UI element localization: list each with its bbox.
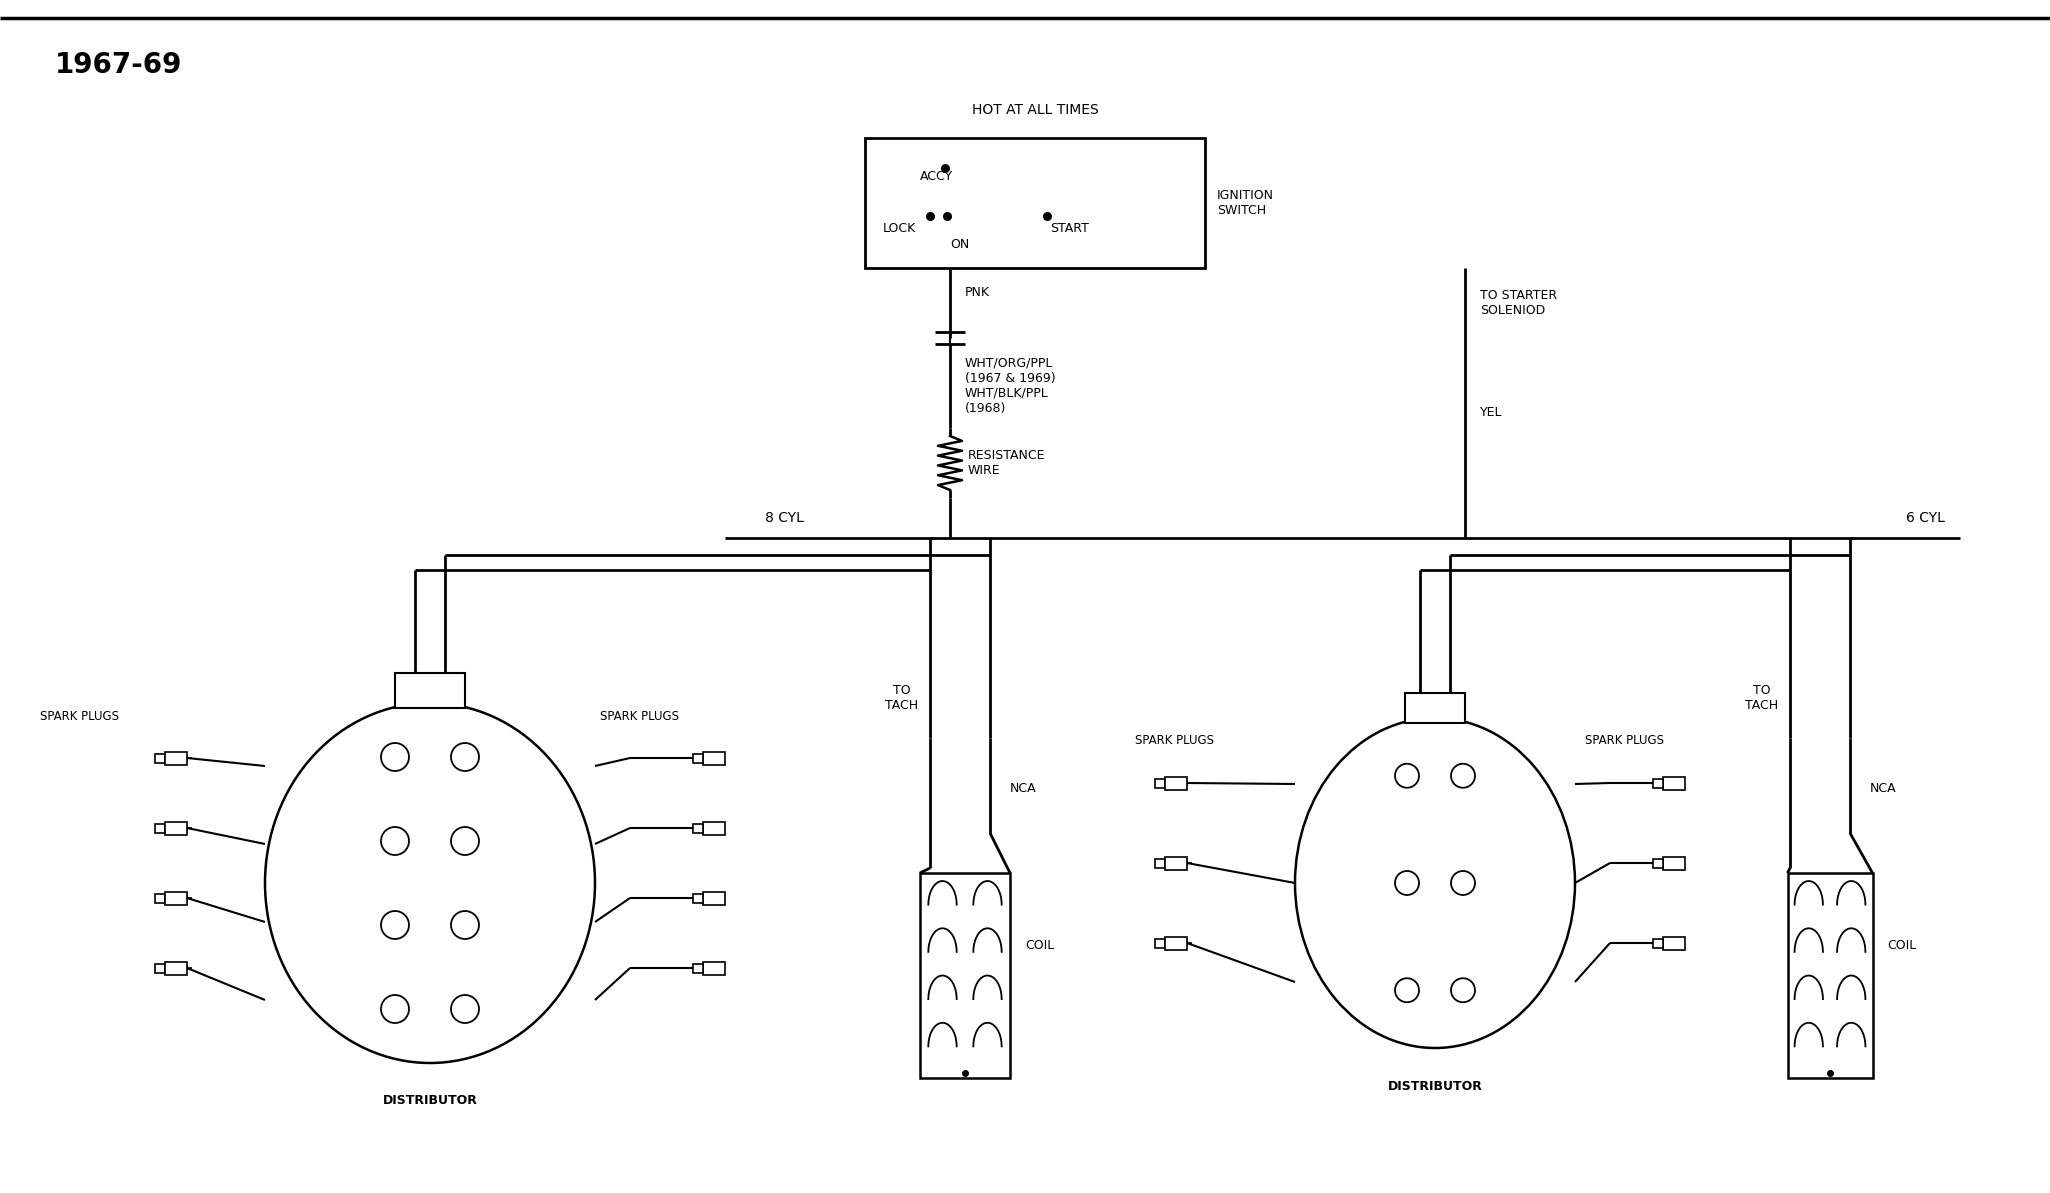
Circle shape xyxy=(1451,978,1476,1002)
Ellipse shape xyxy=(264,703,594,1063)
Bar xyxy=(703,752,726,765)
Bar xyxy=(693,754,703,762)
Circle shape xyxy=(451,743,480,771)
Text: SPARK PLUGS: SPARK PLUGS xyxy=(601,710,679,723)
Bar xyxy=(1164,777,1187,790)
Bar xyxy=(164,822,187,834)
Circle shape xyxy=(1451,871,1476,895)
Circle shape xyxy=(1451,764,1476,787)
Bar xyxy=(1652,939,1663,947)
Text: SPARK PLUGS: SPARK PLUGS xyxy=(1585,735,1665,748)
Bar xyxy=(1404,693,1466,723)
Ellipse shape xyxy=(1296,718,1574,1047)
Text: ON: ON xyxy=(949,237,970,251)
Bar xyxy=(703,962,726,975)
Circle shape xyxy=(451,827,480,855)
Text: TO
TACH: TO TACH xyxy=(886,684,918,712)
Bar xyxy=(164,752,187,765)
Text: DISTRIBUTOR: DISTRIBUTOR xyxy=(383,1094,478,1107)
Text: LOCK: LOCK xyxy=(884,222,916,235)
Text: COIL: COIL xyxy=(1025,939,1054,952)
Bar xyxy=(1652,859,1663,867)
Bar xyxy=(1663,857,1685,870)
Text: YEL: YEL xyxy=(1480,407,1503,420)
Bar xyxy=(1154,779,1164,787)
Bar xyxy=(396,673,465,707)
Bar xyxy=(920,873,1011,1078)
Bar xyxy=(1652,779,1663,787)
Circle shape xyxy=(1394,871,1419,895)
Text: PNK: PNK xyxy=(966,286,990,299)
Bar xyxy=(156,823,164,833)
Text: RESISTANCE
WIRE: RESISTANCE WIRE xyxy=(968,449,1046,477)
Bar xyxy=(693,894,703,902)
Text: ACCY: ACCY xyxy=(920,169,953,183)
Bar xyxy=(156,894,164,902)
Text: IGNITION
SWITCH: IGNITION SWITCH xyxy=(1218,188,1273,217)
Text: 6 CYL: 6 CYL xyxy=(1906,511,1945,525)
Circle shape xyxy=(381,995,410,1024)
Bar xyxy=(1154,939,1164,947)
Bar xyxy=(703,822,726,834)
Text: 1967-69: 1967-69 xyxy=(55,51,182,79)
Circle shape xyxy=(1394,764,1419,787)
Text: WHT/ORG/PPL
(1967 & 1969)
WHT/BLK/PPL
(1968): WHT/ORG/PPL (1967 & 1969) WHT/BLK/PPL (1… xyxy=(966,357,1056,415)
Bar xyxy=(703,891,726,904)
Text: COIL: COIL xyxy=(1888,939,1917,952)
Bar xyxy=(1164,937,1187,950)
Bar xyxy=(156,754,164,762)
Bar xyxy=(164,891,187,904)
Text: HOT AT ALL TIMES: HOT AT ALL TIMES xyxy=(972,103,1099,117)
Circle shape xyxy=(381,911,410,939)
Bar xyxy=(1164,857,1187,870)
Circle shape xyxy=(1394,978,1419,1002)
Bar xyxy=(164,962,187,975)
Bar xyxy=(1663,937,1685,950)
Bar xyxy=(1788,873,1872,1078)
Text: TO
TACH: TO TACH xyxy=(1745,684,1779,712)
Bar xyxy=(865,138,1205,268)
Bar xyxy=(1154,859,1164,867)
Text: 8 CYL: 8 CYL xyxy=(765,511,804,525)
Text: NCA: NCA xyxy=(1011,781,1037,795)
Text: NCA: NCA xyxy=(1870,781,1896,795)
Bar xyxy=(156,964,164,972)
Bar xyxy=(693,964,703,972)
Text: TO STARTER
SOLENIOD: TO STARTER SOLENIOD xyxy=(1480,289,1558,317)
Bar xyxy=(693,823,703,833)
Bar xyxy=(1663,777,1685,790)
Circle shape xyxy=(381,827,410,855)
Circle shape xyxy=(381,743,410,771)
Circle shape xyxy=(451,995,480,1024)
Text: SPARK PLUGS: SPARK PLUGS xyxy=(1136,735,1214,748)
Text: START: START xyxy=(1050,222,1089,235)
Text: SPARK PLUGS: SPARK PLUGS xyxy=(41,710,119,723)
Text: DISTRIBUTOR: DISTRIBUTOR xyxy=(1388,1080,1482,1093)
Circle shape xyxy=(451,911,480,939)
